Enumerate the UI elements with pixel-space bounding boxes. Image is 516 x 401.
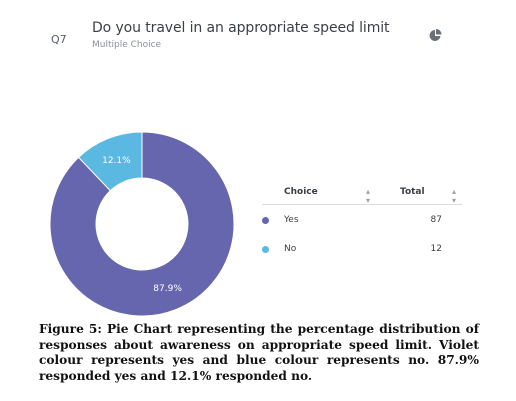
pie-chart-icon[interactable]: [429, 29, 442, 42]
donut-chart: 87.9% 12.1%: [49, 131, 235, 317]
figure-caption: Figure 5: Pie Chart representing the per…: [39, 322, 479, 383]
row-value: 12: [430, 244, 442, 254]
question-card: Q7 Do you travel in an appropriate speed…: [49, 20, 462, 317]
question-type: Multiple Choice: [92, 40, 162, 50]
row-label: Yes: [284, 215, 299, 225]
data-label-no: 12.1%: [102, 156, 131, 166]
sort-arrows-icon[interactable]: ▴ ▾: [366, 187, 371, 205]
sort-arrows-icon[interactable]: ▴ ▾: [452, 187, 457, 205]
results-table: Choice ▴ ▾ Total ▴ ▾ Yes 87 No 12: [262, 182, 462, 263]
row-label: No: [284, 244, 297, 254]
row-value: 87: [430, 215, 442, 225]
legend-dot-no: [262, 246, 269, 253]
legend-dot-yes: [262, 217, 269, 224]
question-title: Do you travel in an appropriate speed li…: [92, 20, 390, 36]
slice-no[interactable]: [77, 131, 143, 192]
table-header: Choice ▴ ▾ Total ▴ ▾: [262, 182, 462, 205]
question-number: Q7: [51, 33, 67, 46]
slice-yes[interactable]: [49, 131, 235, 317]
header-total: Total: [400, 187, 425, 197]
table-row-yes: Yes 87: [262, 205, 462, 234]
header-choice: Choice: [284, 187, 318, 197]
data-label-yes: 87.9%: [153, 284, 182, 294]
table-row-no: No 12: [262, 234, 462, 263]
